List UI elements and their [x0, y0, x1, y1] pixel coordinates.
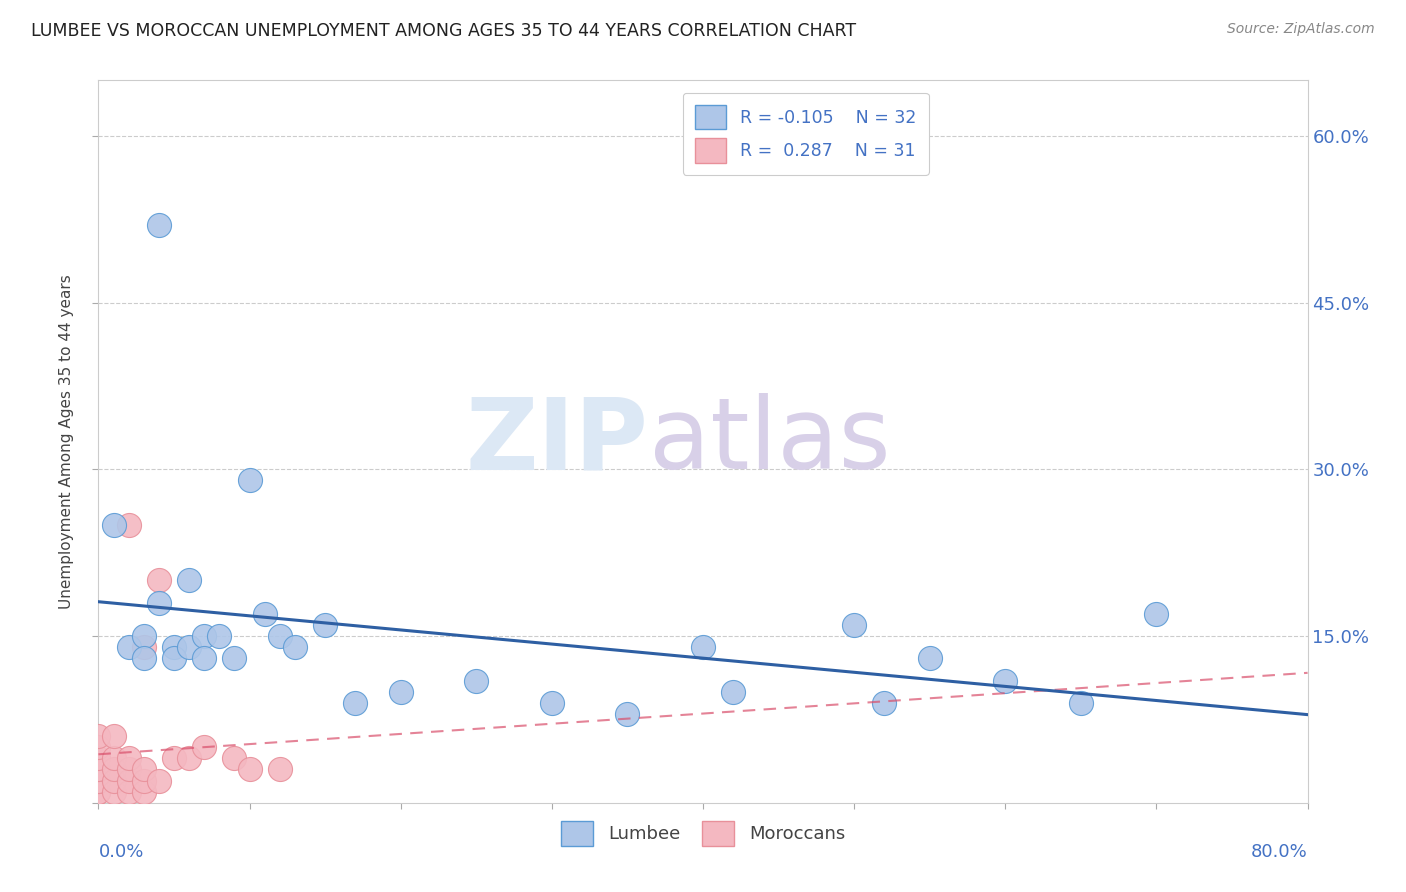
Point [87, 729, 110, 743]
Point [344, 696, 367, 710]
Point [179, 574, 201, 588]
Point [692, 640, 714, 655]
Point [994, 673, 1017, 688]
Point [163, 651, 186, 665]
Point [284, 640, 307, 655]
Point [103, 729, 125, 743]
Point [193, 740, 215, 755]
Point [148, 596, 170, 610]
Point [873, 696, 896, 710]
Point [103, 763, 125, 777]
Point [118, 751, 141, 765]
Point [103, 785, 125, 799]
Point [87, 763, 110, 777]
Point [87, 763, 110, 777]
Point [148, 773, 170, 788]
Point [118, 517, 141, 532]
Point [179, 640, 201, 655]
Point [239, 474, 262, 488]
Point [148, 218, 170, 232]
Point [148, 574, 170, 588]
Point [314, 618, 336, 632]
Point [103, 773, 125, 788]
Point [87, 785, 110, 799]
Point [465, 673, 488, 688]
Point [540, 696, 562, 710]
Point [193, 629, 215, 643]
Point [163, 640, 186, 655]
Point [616, 706, 638, 721]
Point [269, 629, 291, 643]
Text: LUMBEE VS MOROCCAN UNEMPLOYMENT AMONG AGES 35 TO 44 YEARS CORRELATION CHART: LUMBEE VS MOROCCAN UNEMPLOYMENT AMONG AG… [31, 22, 856, 40]
Point [179, 751, 201, 765]
Point [103, 751, 125, 765]
Point [118, 640, 141, 655]
Point [132, 640, 155, 655]
Point [844, 618, 866, 632]
Point [132, 651, 155, 665]
Point [918, 651, 941, 665]
Text: Source: ZipAtlas.com: Source: ZipAtlas.com [1227, 22, 1375, 37]
Point [87, 773, 110, 788]
Point [239, 763, 262, 777]
Point [87, 785, 110, 799]
Point [87, 740, 110, 755]
Y-axis label: Unemployment Among Ages 35 to 44 years: Unemployment Among Ages 35 to 44 years [59, 274, 75, 609]
Point [389, 684, 412, 698]
Text: 80.0%: 80.0% [1251, 843, 1308, 861]
Point [87, 751, 110, 765]
Point [132, 763, 155, 777]
Point [1144, 607, 1167, 621]
Point [253, 607, 276, 621]
Point [118, 773, 141, 788]
Text: 0.0%: 0.0% [98, 843, 143, 861]
Text: ZIP: ZIP [465, 393, 648, 490]
Point [132, 785, 155, 799]
Legend: Lumbee, Moroccans: Lumbee, Moroccans [553, 812, 853, 855]
Point [208, 629, 231, 643]
Point [723, 684, 745, 698]
Point [132, 629, 155, 643]
Point [118, 763, 141, 777]
Point [269, 763, 291, 777]
Point [224, 751, 246, 765]
Text: atlas: atlas [648, 393, 890, 490]
Point [103, 517, 125, 532]
Point [132, 773, 155, 788]
Point [193, 651, 215, 665]
Point [163, 751, 186, 765]
Point [87, 773, 110, 788]
Point [224, 651, 246, 665]
Point [118, 785, 141, 799]
Point [1070, 696, 1092, 710]
